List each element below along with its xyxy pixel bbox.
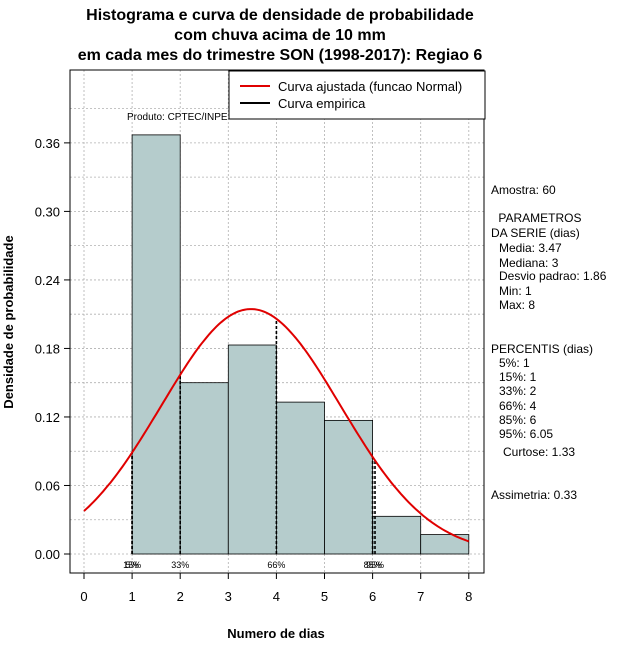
plot-frame (69, 69, 485, 574)
percentil-95: 95%: 6.05 (499, 427, 554, 441)
x-axis-label: Numero de dias (227, 626, 325, 641)
x-tick-label: 2 (177, 589, 184, 604)
histogram-bars (131, 134, 470, 555)
x-tick-label: 7 (417, 589, 424, 604)
legend: Curva ajustada (funcao Normal) Curva emp… (228, 70, 486, 120)
percentile-label: 85% (364, 560, 382, 570)
chart-title-line-3: em cada mes do trimestre SON (1998-2017)… (77, 47, 483, 64)
histogram-bar (420, 534, 470, 555)
percentil-33: 33%: 2 (499, 384, 537, 398)
x-tick-label: 3 (225, 589, 232, 604)
percentile-label: 5% (126, 560, 139, 570)
x-tick-label: 8 (465, 589, 472, 604)
percentile-markers: 5%15% 33% 66% 85%95% (123, 318, 384, 570)
histogram-bar (227, 344, 277, 555)
percentil-85: 85%: 6 (499, 413, 537, 427)
x-tick-label: 0 (80, 589, 87, 604)
y-tick-label: 0.18 (35, 341, 60, 356)
percentile-label: 15% (123, 560, 141, 570)
legend-empirical-label: Curva empirica (278, 96, 366, 111)
histogram-bar (372, 515, 422, 555)
param-min: Min: 1 (499, 284, 532, 298)
param-max: Max: 8 (499, 298, 536, 312)
histogram-bar (275, 401, 325, 555)
y-axis-label: Densidade de probabilidade (1, 235, 16, 408)
percentis-header: PERCENTIS (dias) (491, 342, 594, 356)
percentil-66: 66%: 4 (499, 399, 537, 413)
curtose-text: Curtose: 1.33 (503, 445, 576, 459)
params-header-1: PARAMETROS (495, 211, 582, 225)
percentile-label: 66% (267, 560, 285, 570)
histogram-bar (179, 382, 229, 555)
assimetria-text: Assimetria: 0.33 (491, 488, 578, 502)
histogram-bar (324, 419, 373, 555)
x-tick-label: 4 (273, 589, 280, 604)
fit-curve-line (83, 308, 470, 543)
y-tick-label: 0.24 (35, 273, 60, 288)
legend-fit-label: Curva ajustada (funcao Normal) (278, 79, 462, 94)
y-tick-label: 0.00 (35, 547, 60, 562)
percentile-label: 95% (366, 560, 384, 570)
chart-title-line-1: Histograma e curva de densidade de proba… (86, 7, 474, 24)
param-desvio: Desvio padrao: 1.86 (499, 269, 607, 283)
y-tick-label: 0.06 (35, 478, 60, 493)
x-tick-label: 5 (321, 589, 328, 604)
amostra-text: Amostra: 60 (491, 183, 556, 197)
percentil-5: 5%: 1 (499, 356, 530, 370)
x-tick-label: 1 (128, 589, 135, 604)
y-tick-label: 0.30 (35, 204, 60, 219)
param-mediana: Mediana: 3 (499, 256, 559, 270)
y-tick-label: 0.12 (35, 410, 60, 425)
curves (83, 308, 470, 543)
histogram-bar (131, 134, 181, 555)
axis-ticks: 0 1 2 3 4 5 6 7 8 0.00 0.06 0.12 0.18 0.24 0.30 0.36 (35, 136, 473, 604)
percentile-label: 33% (171, 560, 189, 570)
chart-title-line-2: com chuva acima de 10 mm (174, 27, 386, 44)
legend-box (228, 70, 486, 120)
param-media: Media: 3.47 (499, 241, 562, 255)
produto-label: Produto: CPTEC/INPE (127, 112, 228, 123)
x-tick-label: 6 (369, 589, 376, 604)
params-header-2: DA SERIE (dias) (491, 226, 580, 240)
y-tick-label: 0.36 (35, 136, 60, 151)
percentil-15: 15%: 1 (499, 370, 537, 384)
